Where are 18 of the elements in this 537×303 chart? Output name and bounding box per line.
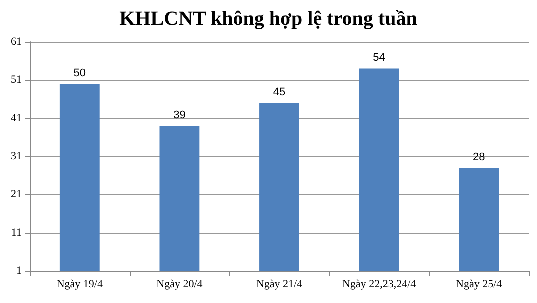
y-tick-label: 61 — [11, 36, 22, 48]
y-tick-label: 31 — [11, 150, 22, 162]
y-tick-label: 1 — [16, 265, 22, 277]
x-tick-label: Ngày 19/4 — [56, 278, 104, 290]
data-label: 28 — [472, 151, 486, 164]
x-tick-label: Ngày 22,23,24/4 — [342, 278, 417, 290]
y-tick-label: 21 — [11, 188, 22, 201]
data-label: 54 — [373, 52, 386, 64]
x-tick-label: Ngày 20/4 — [156, 278, 204, 290]
y-tick-label: 11 — [11, 226, 22, 239]
data-label: 39 — [174, 109, 186, 122]
y-tick-label: 51 — [11, 74, 22, 86]
x-tick-label: Ngày 21/4 — [256, 278, 304, 290]
data-label: 45 — [273, 86, 286, 99]
data-label: 50 — [74, 67, 86, 80]
x-tick-label: Ngày 25/4 — [456, 278, 503, 290]
y-tick-label: 41 — [11, 112, 22, 124]
chart-title: KHLCNT không hợp lệ trong tuần — [120, 8, 418, 30]
